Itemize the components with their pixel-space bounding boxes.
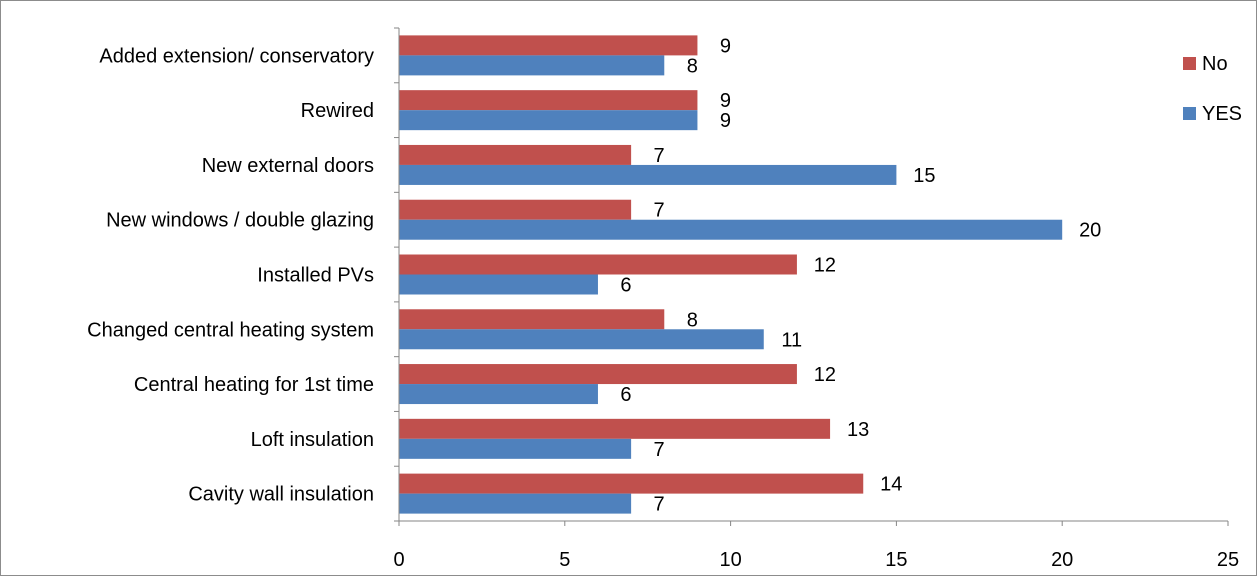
category-label: Cavity wall insulation	[188, 484, 374, 506]
bar-no	[399, 144, 632, 165]
bar-yes	[399, 493, 632, 514]
category-label: Changed central heating system	[87, 319, 374, 341]
category-label: Central heating for 1st time	[134, 374, 374, 396]
data-label-no: 13	[847, 419, 869, 441]
bar-yes	[399, 164, 897, 185]
legend-label-yes: YES	[1202, 103, 1242, 125]
bar-yes	[399, 219, 1063, 240]
data-label-yes: 8	[687, 55, 698, 77]
data-label-yes: 6	[620, 275, 631, 297]
bar-no	[399, 199, 632, 220]
bar-yes	[399, 55, 665, 76]
legend-label-no: No	[1202, 53, 1228, 75]
x-tick-label: 20	[1051, 549, 1073, 571]
bar-no	[399, 364, 797, 385]
bar-no	[399, 35, 698, 56]
legend: No YES	[1183, 53, 1242, 125]
bar-no	[399, 418, 831, 439]
data-label-no: 14	[880, 474, 902, 496]
category-label: Installed PVs	[257, 265, 374, 287]
bar-no	[399, 90, 698, 111]
data-label-yes: 11	[781, 329, 802, 351]
bar-yes	[399, 438, 632, 459]
x-tick-label: 25	[1217, 549, 1239, 571]
category-label: Loft insulation	[251, 429, 374, 451]
data-label-yes: 20	[1079, 220, 1101, 242]
category-label: Added extension/ conservatory	[99, 45, 374, 67]
data-label-no: 7	[654, 145, 665, 167]
data-label-yes: 7	[654, 439, 665, 461]
bar-no	[399, 254, 797, 275]
data-label-no: 8	[687, 309, 698, 331]
category-label: New windows / double glazing	[106, 210, 374, 232]
category-label: New external doors	[202, 155, 374, 177]
x-tick-label: 15	[885, 549, 907, 571]
bar-yes	[399, 274, 598, 295]
data-label-yes: 6	[620, 384, 631, 406]
data-label-no: 12	[814, 255, 836, 277]
data-label-no: 12	[814, 364, 836, 386]
legend-swatch-no	[1183, 57, 1196, 70]
data-label-yes: 7	[654, 494, 665, 516]
data-label-yes: 9	[720, 110, 731, 132]
bar-yes	[399, 384, 598, 405]
data-label-no: 9	[720, 90, 731, 112]
bar-no	[399, 473, 864, 494]
bar-yes	[399, 329, 764, 350]
bar-yes	[399, 110, 698, 131]
data-label-no: 7	[654, 200, 665, 222]
bar-no	[399, 309, 665, 330]
x-tick-label: 5	[559, 549, 570, 571]
axes-layer	[394, 27, 1229, 526]
category-label: Rewired	[301, 100, 374, 122]
data-label-yes: 15	[913, 165, 935, 187]
data-label-no: 9	[720, 35, 731, 57]
x-tick-label: 10	[719, 549, 741, 571]
x-tick-label: 0	[393, 549, 404, 571]
bars-layer	[399, 35, 1063, 514]
legend-swatch-yes	[1183, 107, 1196, 120]
